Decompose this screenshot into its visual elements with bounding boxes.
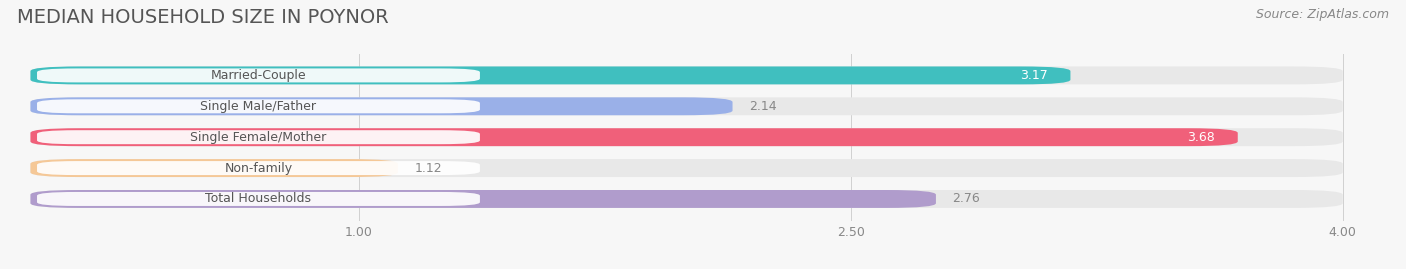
FancyBboxPatch shape (31, 159, 398, 177)
FancyBboxPatch shape (31, 97, 1343, 115)
Text: 3.68: 3.68 (1187, 131, 1215, 144)
Text: Total Households: Total Households (205, 192, 312, 206)
FancyBboxPatch shape (31, 66, 1343, 84)
Text: 3.17: 3.17 (1019, 69, 1047, 82)
Text: 2.14: 2.14 (749, 100, 776, 113)
FancyBboxPatch shape (31, 159, 1343, 177)
FancyBboxPatch shape (37, 99, 479, 113)
Text: Single Male/Father: Single Male/Father (201, 100, 316, 113)
FancyBboxPatch shape (31, 128, 1343, 146)
FancyBboxPatch shape (37, 68, 479, 82)
FancyBboxPatch shape (31, 97, 733, 115)
FancyBboxPatch shape (31, 190, 936, 208)
FancyBboxPatch shape (31, 128, 1237, 146)
FancyBboxPatch shape (31, 66, 1070, 84)
Text: Non-family: Non-family (225, 162, 292, 175)
Text: MEDIAN HOUSEHOLD SIZE IN POYNOR: MEDIAN HOUSEHOLD SIZE IN POYNOR (17, 8, 388, 27)
FancyBboxPatch shape (37, 192, 479, 206)
Text: 1.12: 1.12 (415, 162, 441, 175)
FancyBboxPatch shape (31, 190, 1343, 208)
Text: Source: ZipAtlas.com: Source: ZipAtlas.com (1256, 8, 1389, 21)
FancyBboxPatch shape (37, 161, 479, 175)
FancyBboxPatch shape (37, 130, 479, 144)
Text: Single Female/Mother: Single Female/Mother (190, 131, 326, 144)
Text: Married-Couple: Married-Couple (211, 69, 307, 82)
Text: 2.76: 2.76 (952, 192, 980, 206)
